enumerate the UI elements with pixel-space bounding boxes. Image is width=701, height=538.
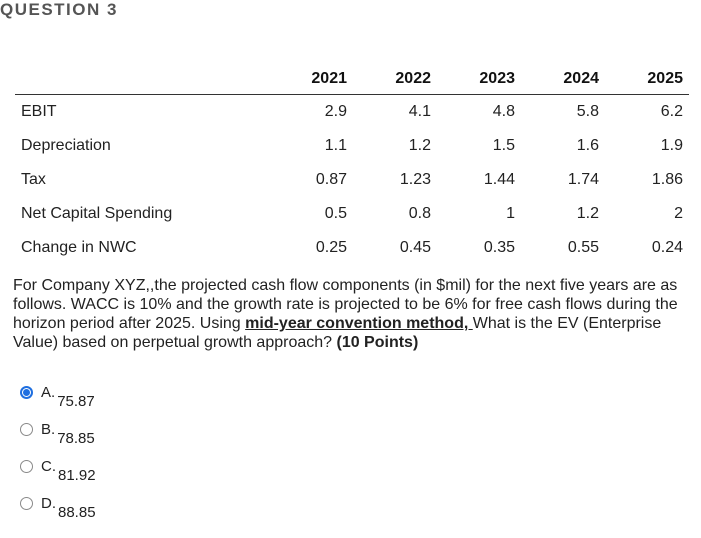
table-cell: 1.6 (576, 137, 599, 154)
table-cell: 2 (674, 205, 683, 222)
row-label: Tax (21, 171, 46, 188)
option-letter: D. (41, 495, 56, 512)
radio-button[interactable] (20, 460, 33, 473)
table-cell: 5.8 (576, 103, 599, 120)
table-cell: 2.9 (324, 103, 347, 120)
column-header-2022: 2022 (353, 64, 437, 95)
table-cell: 0.5 (324, 205, 347, 222)
column-header-2025: 2025 (605, 64, 689, 95)
radio-button-selected[interactable] (20, 386, 33, 399)
table-cell: 4.1 (408, 103, 431, 120)
table-cell: 0.25 (315, 239, 347, 256)
table-row-net-capital-spending: Net Capital Spending 0.5 0.8 1 1.2 2 (15, 197, 689, 231)
table-cell: 1.23 (399, 171, 431, 188)
row-label: EBIT (21, 103, 57, 120)
option-value: 75.87 (57, 393, 95, 410)
option-value: 88.85 (58, 504, 96, 521)
table-header-row: 2021 2022 2023 2024 2025 (15, 64, 689, 95)
option-value: 78.85 (57, 430, 95, 447)
table-cell: 1.9 (660, 137, 683, 154)
table-cell: 1.5 (492, 137, 515, 154)
question-text-part2: What is the EV (Enterprise Value) based … (13, 315, 662, 351)
table-row-change-in-nwc: Change in NWC 0.25 0.45 0.35 0.55 0.24 (15, 231, 689, 265)
table-cell: 1 (506, 205, 515, 222)
option-a[interactable]: A. 75.87 (20, 384, 96, 421)
question-header: QUESTION 3 (0, 0, 118, 19)
table-cell: 1.74 (567, 171, 599, 188)
table-cell: 0.35 (483, 239, 515, 256)
question-emphasis: mid-year convention method, (245, 315, 473, 332)
table-cell: 0.24 (651, 239, 683, 256)
table-cell: 4.8 (492, 103, 515, 120)
option-d[interactable]: D. 88.85 (20, 495, 96, 532)
table-row-ebit: EBIT 2.9 4.1 4.8 5.8 6.2 (15, 95, 689, 130)
radio-button[interactable] (20, 497, 33, 510)
column-header-2021: 2021 (271, 64, 353, 95)
table-cell: 1.2 (408, 137, 431, 154)
option-letter: B. (41, 421, 56, 438)
table-cell: 0.45 (399, 239, 431, 256)
column-header-2023: 2023 (437, 64, 521, 95)
row-label: Depreciation (21, 137, 111, 154)
table-cell: 0.87 (315, 171, 347, 188)
column-header-2024: 2024 (521, 64, 605, 95)
table-cell: 1.2 (576, 205, 599, 222)
option-b[interactable]: B. 78.85 (20, 421, 96, 458)
question-text: For Company XYZ,,the projected cash flow… (13, 276, 693, 352)
table-row-tax: Tax 0.87 1.23 1.44 1.74 1.86 (15, 163, 689, 197)
cash-flow-table: 2021 2022 2023 2024 2025 EBIT 2.9 4.1 4.… (15, 64, 689, 265)
option-value: 81.92 (58, 467, 96, 484)
table-cell: 0.55 (567, 239, 599, 256)
radio-button[interactable] (20, 423, 33, 436)
table-cell: 1.1 (324, 137, 347, 154)
row-label: Net Capital Spending (21, 205, 173, 222)
question-text-part1: For Company XYZ,,the projected cash flow… (13, 277, 678, 332)
row-label: Change in NWC (21, 239, 137, 256)
table-cell: 6.2 (660, 103, 683, 120)
column-header (15, 64, 271, 95)
table-cell: 1.86 (651, 171, 683, 188)
answer-options: A. 75.87 B. 78.85 C. 81.92 D. 88.85 (20, 384, 96, 532)
option-letter: A. (41, 384, 56, 401)
table-cell: 0.8 (408, 205, 431, 222)
option-c[interactable]: C. 81.92 (20, 458, 96, 495)
question-points: (10 Points) (336, 334, 419, 351)
option-letter: C. (41, 458, 56, 475)
table-row-depreciation: Depreciation 1.1 1.2 1.5 1.6 1.9 (15, 129, 689, 163)
table-cell: 1.44 (483, 171, 515, 188)
